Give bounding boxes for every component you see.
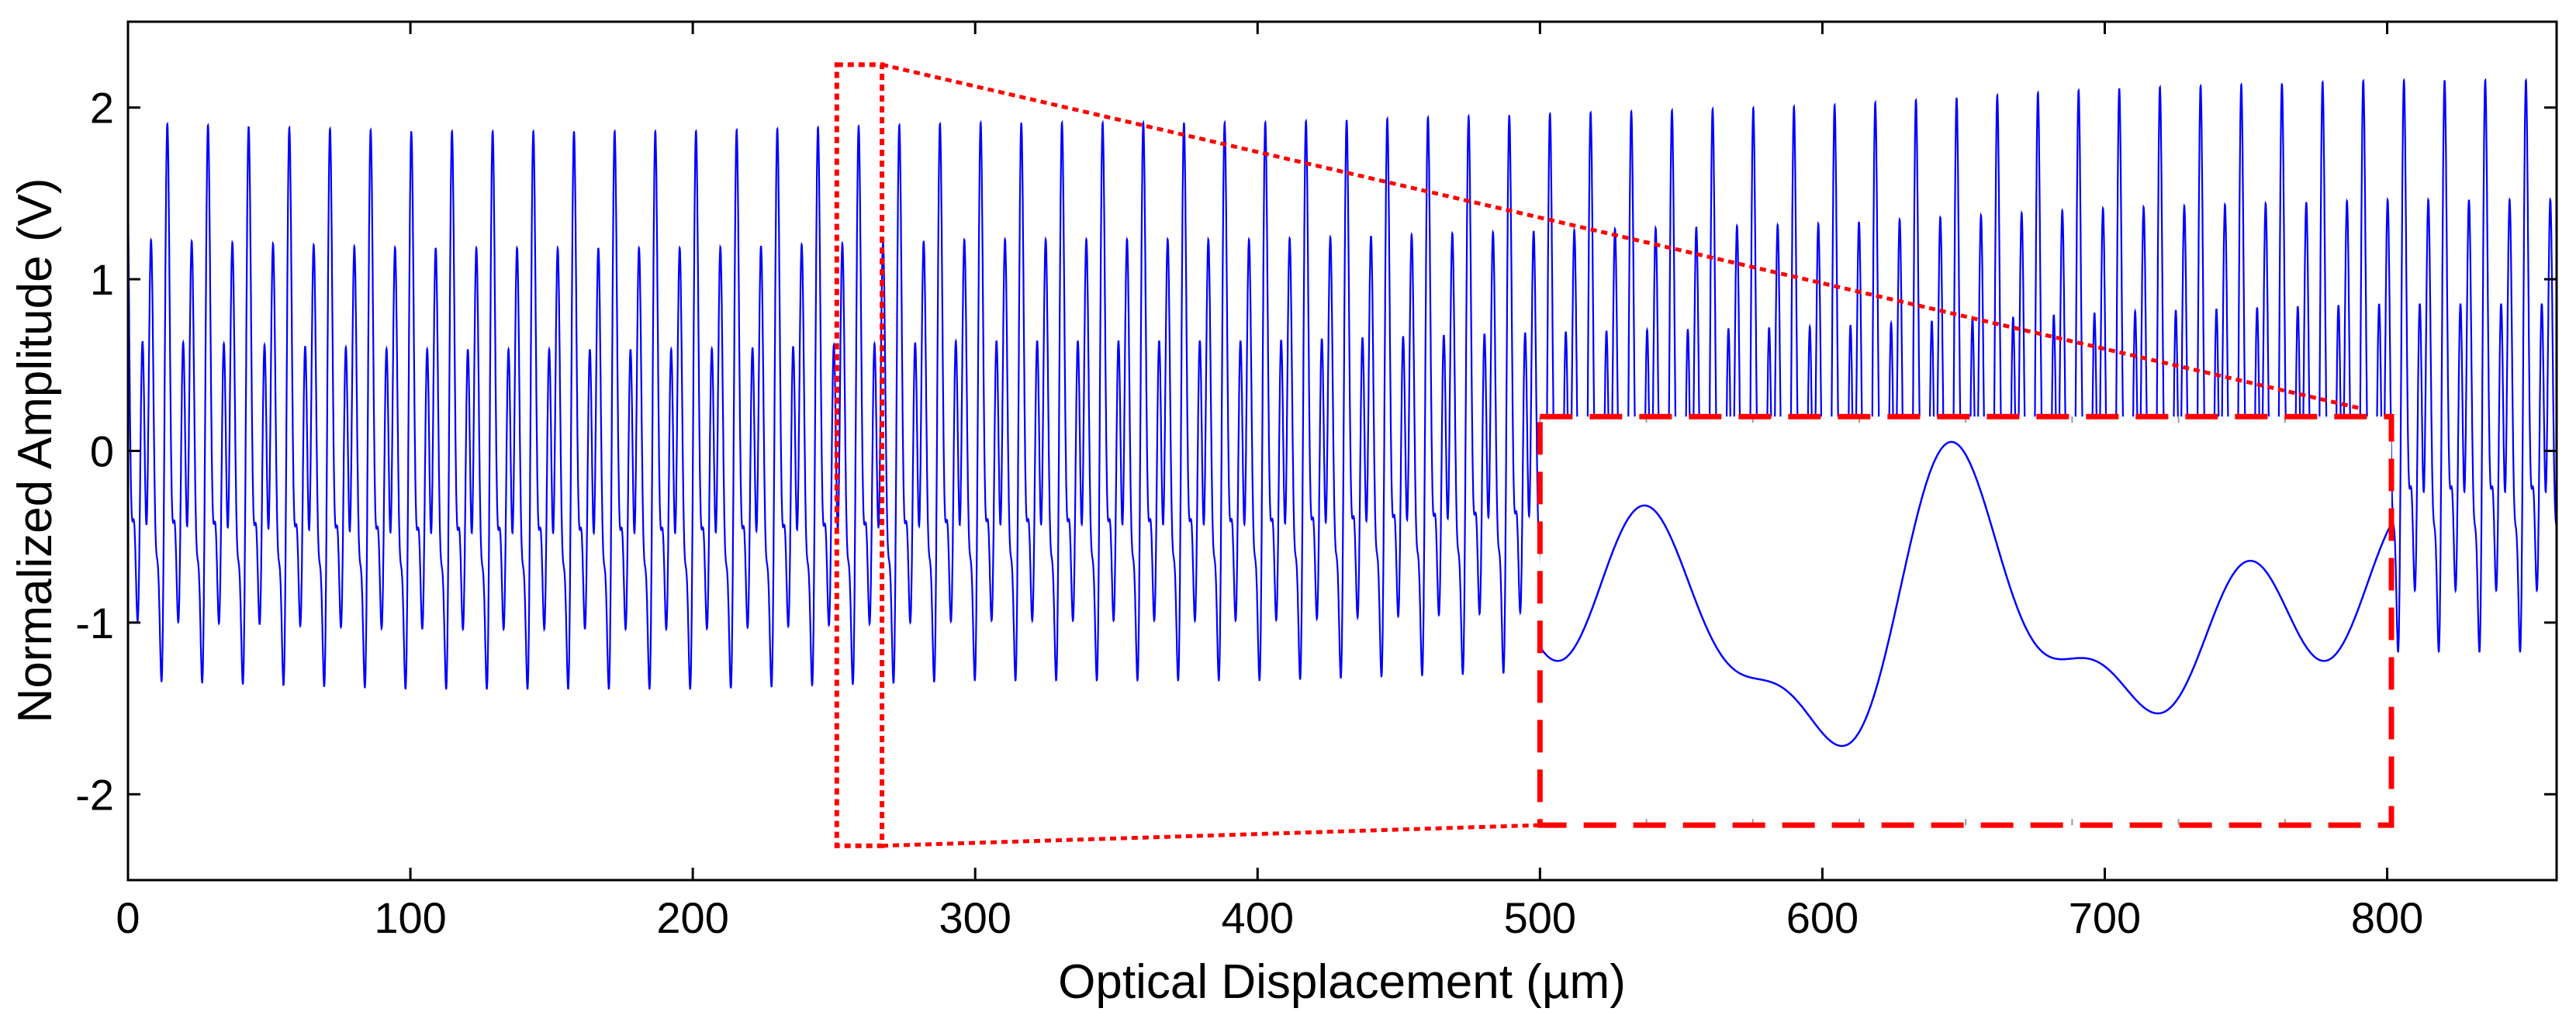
y-axis-label: Normalized Amplitude (V) — [9, 178, 62, 723]
y-axis: -2 -1 0 1 2 — [75, 84, 2557, 819]
zoom-connector — [881, 62, 2360, 410]
inset-background — [1540, 416, 2392, 826]
y-tick-label: 0 — [90, 427, 114, 476]
inset-signal-line — [1539, 440, 2393, 748]
x-tick-label: 300 — [939, 893, 1011, 942]
inset-border — [1537, 413, 2394, 828]
x-tick-label: 200 — [656, 893, 728, 942]
inset-plot — [1537, 413, 2394, 828]
y-tick-label: 2 — [90, 84, 114, 133]
x-tick-label: 400 — [1222, 893, 1294, 942]
y-tick-label: -2 — [75, 770, 114, 819]
x-axis-label: Optical Displacement (µm) — [1058, 955, 1626, 1009]
x-tick-label: 700 — [2069, 893, 2141, 942]
x-tick-label: 500 — [1504, 893, 1576, 942]
x-tick-label: 100 — [374, 893, 446, 942]
x-tick-label: 800 — [2351, 893, 2423, 942]
y-tick-label: 1 — [90, 255, 114, 304]
zoom-region-box — [834, 62, 885, 848]
y-tick-label: -1 — [75, 599, 114, 647]
x-axis: 0 100 200 300 400 500 600 700 800 — [116, 22, 2423, 942]
zoom-indicator — [834, 62, 2360, 848]
x-tick-label: 600 — [1786, 893, 1859, 942]
x-tick-label: 0 — [116, 893, 140, 942]
zoom-connector — [881, 823, 1540, 848]
